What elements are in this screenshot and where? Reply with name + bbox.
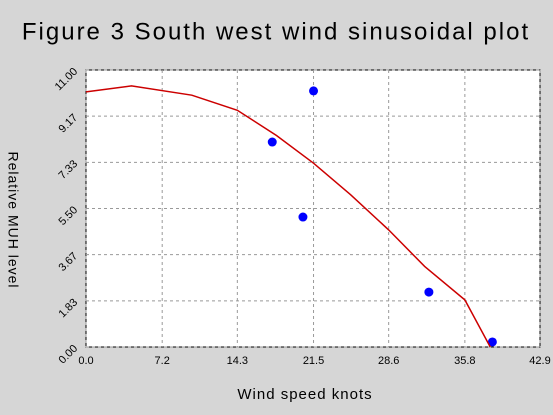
x-tick-label: 21.5 bbox=[303, 355, 324, 367]
x-tick-label: 42.9 bbox=[529, 355, 550, 367]
data-point bbox=[487, 337, 497, 347]
data-point bbox=[424, 287, 434, 297]
data-point bbox=[309, 86, 319, 96]
x-tick-label: 14.3 bbox=[227, 355, 248, 367]
y-axis-label: Relative MUH level bbox=[5, 151, 21, 288]
data-point bbox=[298, 212, 308, 222]
x-tick-label: 7.2 bbox=[155, 355, 170, 367]
x-tick-label: 28.6 bbox=[378, 355, 399, 367]
chart-title: Figure 3 South west wind sinusoidal plot bbox=[22, 18, 530, 45]
x-tick-label: 35.8 bbox=[454, 355, 475, 367]
data-point bbox=[267, 137, 277, 147]
fit-line bbox=[85, 85, 491, 348]
x-tick-label: 0.0 bbox=[78, 355, 93, 367]
x-axis-label: Wind speed knots bbox=[237, 386, 372, 403]
